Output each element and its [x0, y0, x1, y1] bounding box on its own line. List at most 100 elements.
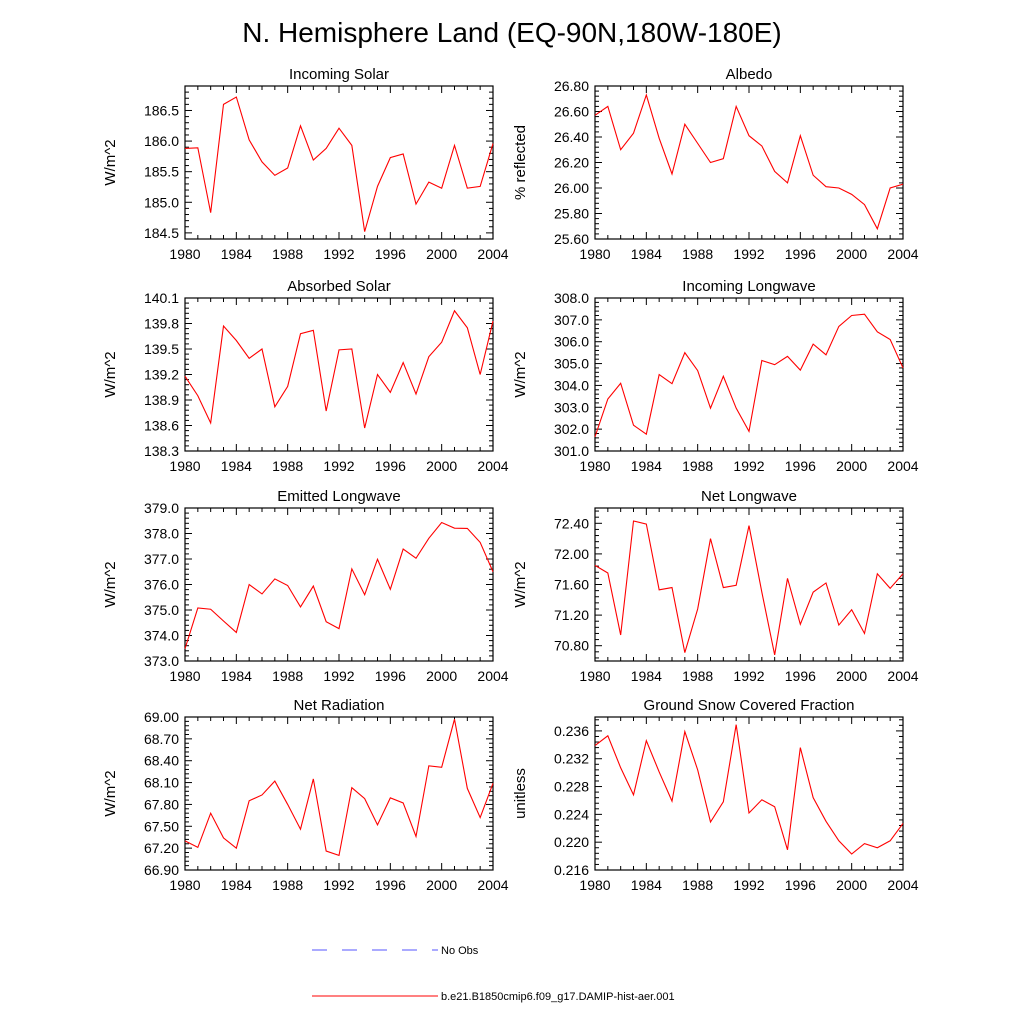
y-tick-label: 138.9 [144, 392, 179, 408]
y-tick-label: 306.0 [554, 334, 589, 350]
y-tick-label: 304.0 [554, 377, 589, 393]
y-tick-label: 307.0 [554, 312, 589, 328]
y-tick-label: 71.60 [554, 577, 589, 593]
x-tick-label: 1996 [785, 458, 816, 474]
y-tick-label: 373.0 [144, 653, 179, 669]
y-axis-label: unitless [512, 768, 529, 819]
panel-title: Ground Snow Covered Fraction [644, 697, 855, 714]
y-tick-label: 305.0 [554, 356, 589, 372]
y-tick-label: 0.236 [554, 723, 589, 739]
y-tick-label: 308.0 [554, 290, 589, 306]
x-tick-label: 1988 [272, 246, 303, 262]
x-tick-label: 1980 [579, 668, 610, 684]
plot-frame [184, 85, 494, 240]
x-tick-label: 1984 [631, 877, 662, 893]
y-tick-label: 26.60 [554, 104, 589, 120]
x-tick-label: 2000 [426, 458, 457, 474]
x-tick-label: 2000 [836, 458, 867, 474]
series-line [184, 309, 494, 429]
series-line [594, 724, 904, 855]
x-tick-label: 1984 [221, 246, 252, 262]
x-tick-label: 2004 [477, 458, 508, 474]
plot-frame [184, 716, 494, 871]
x-tick-label: 2004 [887, 458, 918, 474]
x-tick-label: 1980 [169, 877, 200, 893]
x-tick-label: 2004 [477, 668, 508, 684]
x-tick-label: 1992 [323, 246, 354, 262]
y-tick-label: 184.5 [144, 225, 179, 241]
y-tick-label: 0.228 [554, 779, 589, 795]
x-tick-label: 1988 [682, 877, 713, 893]
y-tick-label: 26.80 [554, 78, 589, 94]
x-tick-label: 2000 [836, 246, 867, 262]
y-tick-label: 375.0 [144, 602, 179, 618]
x-tick-label: 2000 [426, 246, 457, 262]
y-tick-label: 25.60 [554, 231, 589, 247]
legend-label: b.e21.B1850cmip6.f09_g17.DAMIP-hist-aer.… [441, 991, 675, 1003]
panel-ground-snow-covered-fraction: Ground Snow Covered Fraction 1980 1984 1988… [512, 697, 919, 893]
y-tick-label: 26.20 [554, 155, 589, 171]
y-tick-label: 138.6 [144, 418, 179, 434]
x-tick-label: 2000 [836, 668, 867, 684]
x-tick-label: 1988 [682, 458, 713, 474]
y-tick-label: 377.0 [144, 551, 179, 567]
y-tick-label: 0.220 [554, 834, 589, 850]
y-tick-label: 67.20 [144, 840, 179, 856]
y-tick-label: 378.0 [144, 526, 179, 542]
panel-title: Incoming Longwave [682, 278, 815, 295]
x-tick-label: 1996 [375, 877, 406, 893]
series-line [594, 313, 904, 437]
y-axis-label: % reflected [512, 125, 529, 200]
panel-absorbed-solar: Absorbed Solar 1980 1984 1988 1992 1996 2000 20… [102, 278, 509, 474]
panel-title: Net Longwave [701, 488, 797, 505]
legend: No Obs b.e21.B1850cmip6.f09_g17.DAMIP-his… [312, 945, 675, 1003]
series-line [184, 96, 494, 232]
y-tick-label: 376.0 [144, 577, 179, 593]
y-tick-label: 186.0 [144, 133, 179, 149]
y-tick-label: 68.40 [144, 753, 179, 769]
panel-net-radiation: Net Radiation 1980 1984 1988 1992 1996 2000 200… [102, 697, 509, 893]
x-tick-label: 1992 [323, 877, 354, 893]
y-tick-label: 185.5 [144, 164, 179, 180]
x-tick-label: 2004 [477, 246, 508, 262]
series-line [184, 719, 494, 857]
panel-title: Emitted Longwave [277, 488, 400, 505]
x-tick-label: 1984 [631, 668, 662, 684]
series-line [594, 520, 904, 655]
x-tick-label: 1992 [733, 246, 764, 262]
x-tick-label: 1984 [631, 246, 662, 262]
y-tick-label: 374.0 [144, 628, 179, 644]
x-tick-label: 2000 [836, 877, 867, 893]
y-tick-label: 70.80 [554, 638, 589, 654]
plot-frame [594, 297, 904, 452]
series-line [184, 521, 494, 649]
x-tick-label: 1996 [375, 246, 406, 262]
panel-title: Incoming Solar [289, 66, 389, 83]
y-tick-label: 301.0 [554, 443, 589, 459]
y-tick-label: 0.216 [554, 862, 589, 878]
y-axis-label: W/m^2 [512, 351, 529, 397]
y-axis-label: W/m^2 [102, 351, 119, 397]
panel-incoming-longwave: Incoming Longwave 1980 1984 1988 1992 1996 200… [512, 278, 919, 474]
y-axis-label: W/m^2 [102, 561, 119, 607]
y-tick-label: 139.5 [144, 341, 179, 357]
y-tick-label: 72.40 [554, 515, 589, 531]
x-tick-label: 1984 [221, 668, 252, 684]
series-line [594, 93, 904, 231]
y-tick-label: 71.20 [554, 607, 589, 623]
plot-frame [594, 507, 904, 662]
x-tick-label: 1996 [785, 877, 816, 893]
x-tick-label: 2004 [887, 877, 918, 893]
panels: Incoming Solar 1980 1984 1988 1992 1996 2000 20… [102, 66, 919, 893]
x-tick-label: 1988 [682, 668, 713, 684]
x-tick-label: 1984 [221, 458, 252, 474]
y-tick-label: 0.232 [554, 751, 589, 767]
x-tick-label: 1992 [733, 668, 764, 684]
panel-net-longwave: Net Longwave 1980 1984 1988 1992 1996 2000 2004… [512, 488, 919, 684]
x-tick-label: 1988 [272, 458, 303, 474]
x-tick-label: 1996 [375, 668, 406, 684]
x-tick-label: 1984 [221, 877, 252, 893]
y-tick-label: 68.70 [144, 731, 179, 747]
